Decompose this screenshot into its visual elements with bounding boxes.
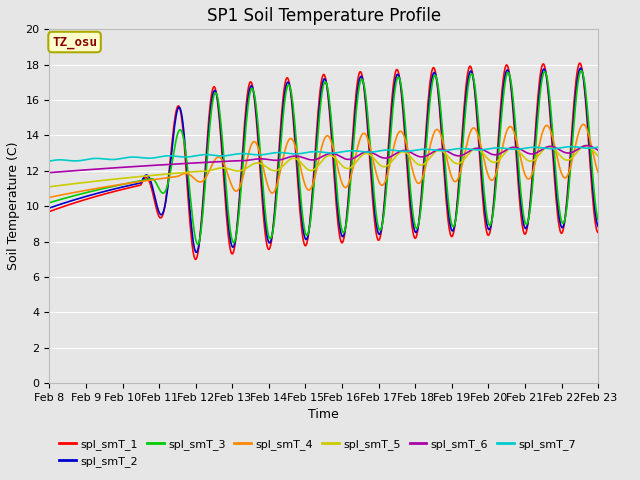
spl_smT_4 (595, 169, 602, 175)
spl_smT_7 (168, 153, 175, 159)
spl_smT_5 (595, 153, 602, 159)
spl_smT_3 (56, 197, 63, 203)
spl_smT_4 (406, 158, 414, 164)
spl_smT_3 (112, 183, 120, 189)
Line: spl_smT_1: spl_smT_1 (49, 63, 598, 259)
spl_smT_6 (112, 165, 120, 171)
spl_smT_2 (391, 79, 399, 84)
spl_smT_4 (56, 192, 63, 198)
spl_smT_1 (197, 220, 205, 226)
spl_smT_6 (390, 152, 398, 157)
spl_smT_2 (577, 65, 584, 71)
spl_smT_3 (407, 194, 415, 200)
spl_smT_2 (193, 250, 200, 255)
spl_smT_5 (196, 168, 204, 174)
spl_smT_6 (583, 143, 591, 148)
spl_smT_3 (577, 68, 585, 73)
Line: spl_smT_4: spl_smT_4 (49, 124, 598, 197)
spl_smT_7 (56, 157, 63, 163)
spl_smT_4 (45, 194, 53, 200)
Title: SP1 Soil Temperature Profile: SP1 Soil Temperature Profile (207, 7, 441, 25)
Text: TZ_osu: TZ_osu (52, 36, 97, 48)
spl_smT_5 (45, 184, 53, 190)
spl_smT_1 (168, 145, 175, 151)
Y-axis label: Soil Temperature (C): Soil Temperature (C) (7, 142, 20, 271)
spl_smT_2 (595, 224, 602, 229)
Line: spl_smT_5: spl_smT_5 (49, 145, 598, 187)
spl_smT_6 (56, 169, 63, 175)
spl_smT_6 (595, 147, 602, 153)
spl_smT_7 (568, 144, 575, 150)
spl_smT_7 (45, 158, 53, 164)
spl_smT_7 (112, 156, 120, 162)
spl_smT_3 (391, 86, 399, 92)
spl_smT_3 (197, 226, 205, 232)
spl_smT_7 (390, 147, 398, 153)
spl_smT_5 (390, 156, 398, 161)
spl_smT_1 (595, 230, 602, 236)
spl_smT_1 (391, 71, 399, 76)
spl_smT_5 (56, 182, 63, 188)
spl_smT_1 (45, 209, 53, 215)
spl_smT_5 (582, 143, 589, 148)
spl_smT_2 (45, 205, 53, 211)
spl_smT_3 (195, 241, 202, 247)
spl_smT_7 (406, 148, 414, 154)
Line: spl_smT_7: spl_smT_7 (49, 147, 598, 161)
spl_smT_4 (196, 179, 204, 185)
spl_smT_6 (168, 161, 175, 167)
spl_smT_2 (168, 151, 175, 156)
spl_smT_1 (56, 205, 63, 211)
spl_smT_2 (197, 223, 205, 228)
spl_smT_4 (580, 121, 588, 127)
spl_smT_6 (406, 149, 414, 155)
spl_smT_2 (407, 204, 415, 210)
Line: spl_smT_3: spl_smT_3 (49, 71, 598, 244)
spl_smT_2 (56, 202, 63, 207)
spl_smT_7 (196, 152, 204, 158)
spl_smT_1 (576, 60, 584, 66)
spl_smT_3 (168, 163, 175, 169)
spl_smT_5 (406, 154, 414, 159)
spl_smT_4 (112, 182, 120, 188)
spl_smT_1 (407, 216, 415, 221)
spl_smT_1 (192, 256, 200, 262)
Legend: spl_smT_1, spl_smT_2, spl_smT_3, spl_smT_4, spl_smT_5, spl_smT_6, spl_smT_7: spl_smT_1, spl_smT_2, spl_smT_3, spl_smT… (55, 435, 580, 471)
spl_smT_5 (168, 171, 175, 177)
spl_smT_1 (112, 188, 120, 194)
spl_smT_7 (595, 144, 602, 150)
Line: spl_smT_6: spl_smT_6 (49, 145, 598, 173)
spl_smT_2 (112, 186, 120, 192)
spl_smT_6 (45, 170, 53, 176)
spl_smT_3 (45, 200, 53, 205)
spl_smT_5 (112, 176, 120, 182)
spl_smT_4 (390, 142, 398, 147)
X-axis label: Time: Time (308, 408, 339, 421)
spl_smT_4 (168, 174, 175, 180)
spl_smT_3 (595, 217, 602, 223)
Line: spl_smT_2: spl_smT_2 (49, 68, 598, 252)
spl_smT_6 (196, 160, 204, 166)
